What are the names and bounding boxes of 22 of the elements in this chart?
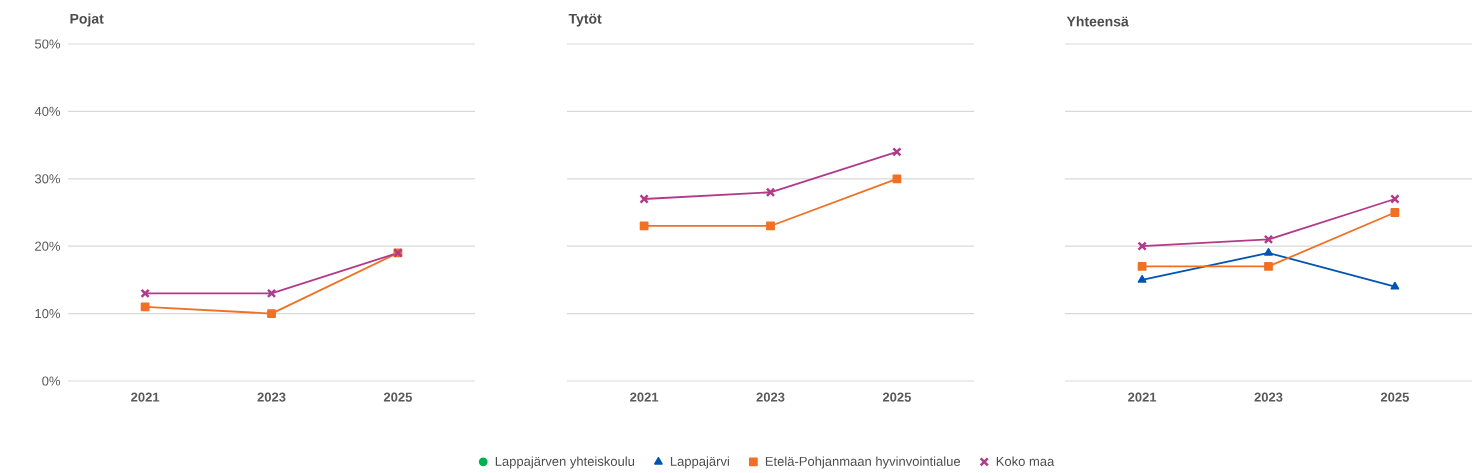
chart-title: Tytöt [568, 13, 602, 27]
x-tick-label: 2021 [1128, 392, 1157, 402]
legend-label: Lappajärvi [670, 456, 729, 469]
x-tick-label: 2025 [882, 392, 911, 402]
legend-label: Lappajärven yhteiskoulu [495, 456, 635, 469]
x-tick-label: 2023 [257, 392, 286, 402]
chart-title: Pojat [70, 13, 104, 27]
legend-label: Etelä-Pohjanmaan hyvinvointialue [765, 456, 961, 469]
y-tick-label: 30% [34, 174, 61, 184]
legend-label: Koko maa [996, 456, 1055, 466]
y-tick-label: 10% [35, 308, 61, 319]
y-tick-label: 20% [35, 241, 61, 251]
x-tick-label: 2023 [1254, 392, 1283, 402]
x-tick-label: 2025 [383, 392, 413, 402]
x-tick-label: 2023 [756, 392, 785, 402]
y-tick-label: 50% [34, 39, 61, 49]
y-tick-label: 40% [34, 106, 61, 116]
x-tick-label: 2025 [1380, 392, 1409, 402]
chart-title: Yhteensä [1066, 16, 1129, 27]
y-tick-label: 0% [42, 376, 61, 386]
x-tick-label: 2021 [131, 392, 160, 402]
x-tick-label: 2021 [630, 392, 659, 402]
